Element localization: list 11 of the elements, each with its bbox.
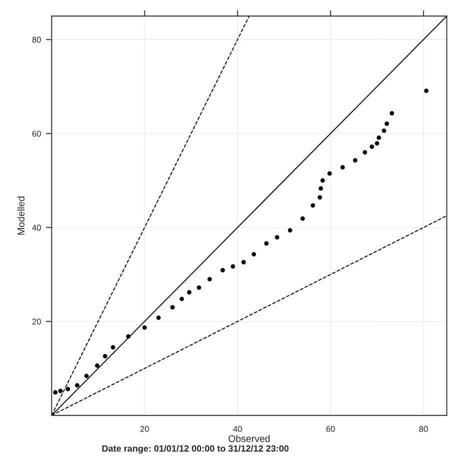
y-axis-title: Modelled — [17, 196, 24, 235]
x-tick-label: 60 — [326, 426, 335, 432]
x-axis-title: Observed — [228, 434, 270, 442]
x-tick-label: 80 — [419, 426, 428, 432]
x-tick-label: 40 — [233, 426, 242, 432]
x-tick-label: 20 — [140, 426, 149, 432]
y-tick-label: 60 — [32, 130, 41, 137]
y-tick-label: 20 — [32, 318, 41, 325]
y-tick-label: 40 — [32, 224, 41, 231]
y-tick-label: 80 — [32, 36, 41, 43]
text: Date range: 01/01/12 00:00 to 31/12/12 23:00 — [102, 445, 289, 454]
